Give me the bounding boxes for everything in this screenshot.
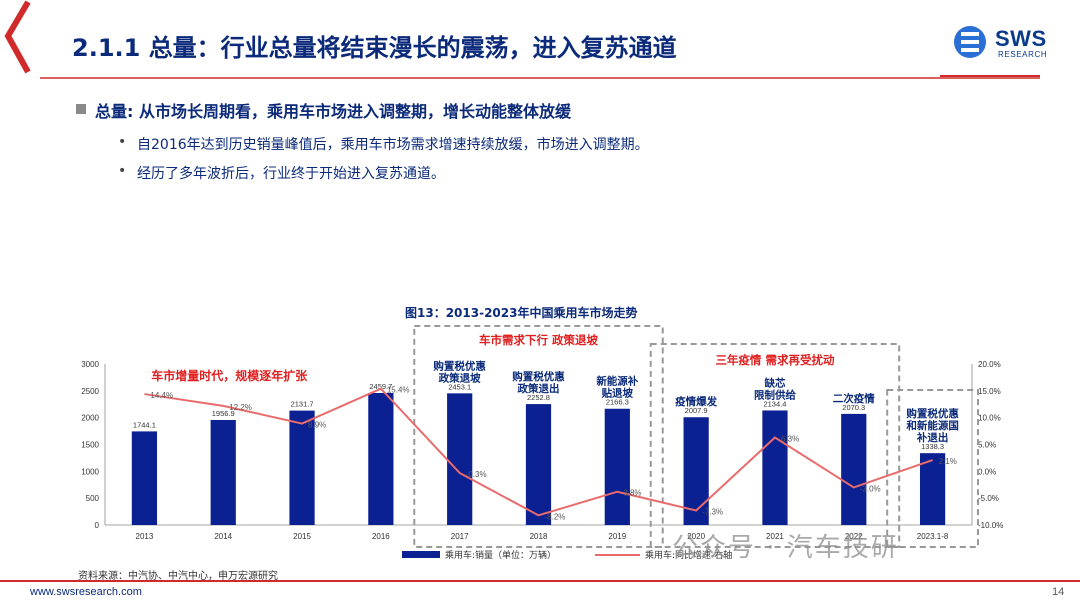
bar [762, 410, 788, 525]
watermark: 公众号 · 汽车技研 [672, 533, 899, 563]
bar [131, 431, 158, 525]
logo-subtext: RESEARCH [998, 50, 1048, 59]
bar-value-label: 2453.1 [448, 382, 471, 391]
bar [289, 410, 315, 525]
bar-value-label: 2252.8 [527, 393, 550, 402]
bar [841, 413, 867, 525]
bar-note: 缺芯 [763, 376, 785, 389]
y-left-tick-label: 1000 [81, 467, 99, 476]
line-value-label: -7.3% [702, 508, 723, 517]
bar-note: 购置税优惠 [512, 370, 565, 383]
sws-logo-icon [954, 26, 986, 58]
bullet-dot-icon: • [118, 134, 127, 150]
line-value-label: 2.1% [939, 457, 957, 466]
bar [368, 392, 394, 525]
bar-note: 新能源补 [596, 375, 638, 388]
growth-line [144, 387, 933, 517]
summary-bullet: 自2016年达到历史销量峰值后，乘用车市场需求增速持续放缓，市场进入调整期。 [137, 137, 649, 153]
bullet-dot-icon: • [118, 163, 127, 179]
y-right-tick-label: 10.0% [978, 414, 1001, 423]
source-note: 资料来源：中汽协、中汽中心，申万宏源研究 [78, 571, 278, 582]
bar-note: 限制供给 [754, 388, 796, 401]
legend-line-label: 乘用车:同比增速-右轴 [645, 549, 732, 561]
phase-label: 车市增量时代，规模逐年扩张 [151, 368, 308, 383]
bar-value-label: 2134.4 [763, 399, 786, 408]
bar-note: 贴退坡 [601, 387, 634, 400]
bar-value-label: 2459.7 [369, 382, 392, 391]
bar-note: 疫情爆发 [675, 395, 717, 408]
y-left-tick-label: 500 [86, 494, 100, 503]
bar [210, 419, 236, 525]
y-right-tick-label: 0.0% [978, 467, 996, 476]
phase-box-pandemic [649, 343, 901, 548]
summary-heading: 总量: 从市场长周期看，乘用车市场进入调整期，增长动能整体放缓 [95, 102, 571, 121]
bar-note: 和新能源国 [905, 419, 959, 432]
footer-line [0, 580, 1080, 582]
line-value-label: 12.2% [229, 403, 252, 412]
bar-note: 政策退出 [518, 382, 560, 395]
line-value-label: -8.2% [545, 512, 566, 521]
bar-note: 二次疫情 [833, 392, 875, 405]
x-tick-label: 2017 [451, 532, 469, 541]
bar [683, 417, 709, 525]
x-tick-label: 2016 [372, 532, 390, 541]
sales-chart: 0 500 1000 1500 2000 2500 3000 -10.0% -5.0% 0.0% 5… [81, 325, 1003, 561]
x-tick-label: 2013 [136, 532, 154, 541]
footer-url[interactable]: www.swsresearch.com [30, 586, 142, 598]
phase-label: 三年疫情 需求再受扰动 [715, 353, 835, 367]
square-bullet-icon [76, 104, 86, 114]
phase-box-policy [413, 325, 664, 548]
x-tick-label: 2018 [530, 532, 548, 541]
y-left-tick-label: 1500 [81, 441, 99, 450]
bar-value-label: 2070.3 [842, 403, 865, 412]
bar [525, 404, 552, 525]
summary-bullet: 经历了多年波折后，行业终于开始进入复苏通道。 [137, 166, 445, 182]
line-value-label: 3.8% [623, 489, 641, 498]
page-number: 14 [1052, 586, 1065, 598]
y-left-tick-label: 3000 [81, 360, 99, 369]
bar-note: 购置税优惠 [906, 407, 959, 420]
legend-bar-swatch [402, 551, 440, 558]
y-left-tick-label: 2000 [81, 414, 99, 423]
title-band [0, 0, 1080, 79]
y-left-tick-label: 2500 [81, 387, 99, 396]
bar-value-label: 2007.9 [685, 406, 708, 415]
bar-value-label: 1338.3 [921, 442, 944, 451]
line-value-label: -0.3% [466, 470, 487, 479]
x-tick-label: 2014 [214, 532, 232, 541]
x-tick-label: 2015 [293, 532, 311, 541]
bar-note: 补退出 [916, 431, 949, 444]
y-right-tick-label: -5.0% [978, 494, 999, 503]
bar [919, 453, 946, 525]
bar-value-label: 2131.7 [291, 400, 314, 409]
x-tick-label: 2019 [608, 532, 626, 541]
line-value-label: -3.0% [860, 484, 881, 493]
page-title: 2.1.1 总量：行业总量将结束漫长的震荡，进入复苏通道 [72, 34, 677, 62]
legend-bar-label: 乘用车:销量（单位：万辆） [445, 549, 556, 561]
line-value-label: 14.4% [150, 391, 173, 400]
bar-value-label: 1956.9 [212, 409, 235, 418]
line-value-label: 15.4% [387, 386, 410, 395]
line-value-label: 8.9% [308, 421, 326, 430]
y-right-tick-label: 20.0% [978, 360, 1001, 369]
bar-value-label: 2166.3 [606, 398, 629, 407]
x-tick-label: 2021 [766, 532, 784, 541]
bar-note: 购置税优惠 [433, 359, 486, 372]
x-tick-label: 2022 [845, 532, 863, 541]
x-tick-label: 2023.1-8 [917, 532, 949, 541]
phase-label: 车市需求下行 政策退坡 [479, 333, 599, 347]
bar-note: 政策退坡 [439, 371, 481, 384]
phase-box-2023 [886, 389, 980, 548]
bar-value-label: 1744.1 [133, 420, 156, 429]
logo-text: SWS [995, 26, 1047, 51]
line-value-label: 6.3% [781, 435, 799, 444]
x-tick-label: 2020 [687, 532, 705, 541]
y-right-tick-label: 15.0% [978, 387, 1001, 396]
y-right-tick-label: 5.0% [978, 441, 996, 450]
bar [604, 408, 630, 525]
y-left-tick-label: 0 [95, 521, 100, 530]
bar [447, 393, 473, 525]
chart-title: 图13：2013-2023年中国乘用车市场走势 [405, 306, 638, 320]
y-right-tick-label: -10.0% [978, 521, 1003, 530]
